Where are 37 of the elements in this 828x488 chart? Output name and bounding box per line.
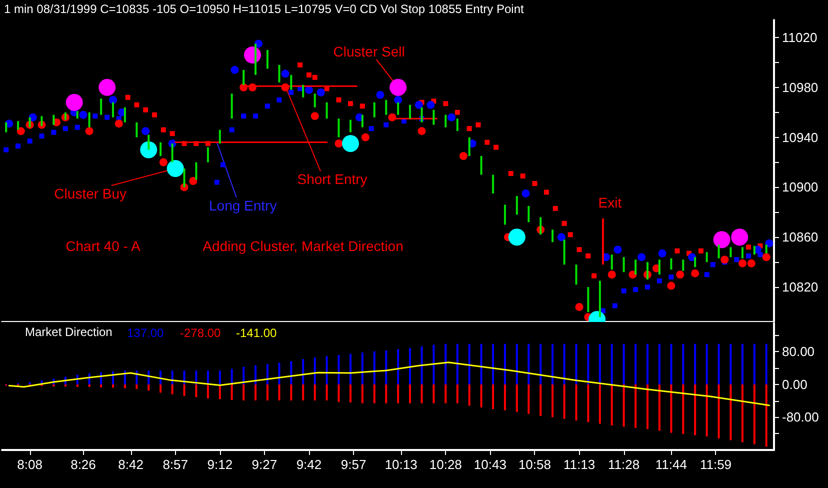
y-tick-label: 0.00 [782,376,808,392]
chart-title: Market Direction [25,325,112,339]
x-tick-label: 9:57 [340,457,366,472]
x-tick-label: 8:42 [118,457,144,472]
y-tick-label: 10860 [782,230,818,245]
x-tick-label: 9:42 [296,457,322,472]
annotation: 137.00 [127,326,164,340]
annotation: Cluster Sell [333,43,405,60]
annotation: -278.00 [180,326,222,340]
x-tick-label: 8:57 [162,457,188,472]
x-tick-label: 10:28 [429,457,462,472]
x-tick-label: 8:26 [70,457,96,472]
annotation: Short Entry [297,171,368,188]
x-tick-label: 9:27 [252,457,278,472]
annotation: Adding Cluster, Market Direction [202,238,404,254]
x-tick-label: 10:43 [474,457,506,472]
annotation: Cluster Buy [54,186,127,202]
x-tick-label: 11:28 [608,457,640,472]
y-tick-label: 10900 [782,180,818,195]
annotation: Long Entry [209,197,277,214]
x-tick-label: 11:59 [700,457,732,472]
annotation: Exit [598,194,622,210]
y-tick-label: 10820 [782,280,818,295]
x-tick-label: 9:12 [207,457,233,472]
y-tick-label: -80.00 [782,410,819,425]
annotation: -141.00 [236,326,278,340]
y-tick-label: 10980 [782,80,818,95]
y-tick-label: 80.00 [782,344,815,360]
x-tick-label: 11:13 [563,457,596,472]
chart-title: 1 min 08/31/1999 C=10835 -105 O=10950 H=11015 L=10795 V=0 CD Vol Stop 10855 Entry Point [4,2,524,16]
x-tick-label: 8:08 [17,457,42,472]
x-tick-label: 10:13 [384,457,418,472]
x-tick-label: 10:58 [518,457,551,472]
annotation: Chart 40 - A [66,238,142,254]
x-tick-label: 11:44 [655,457,687,472]
y-tick-label: 10940 [782,130,818,145]
y-tick-label: 11020 [782,30,818,45]
